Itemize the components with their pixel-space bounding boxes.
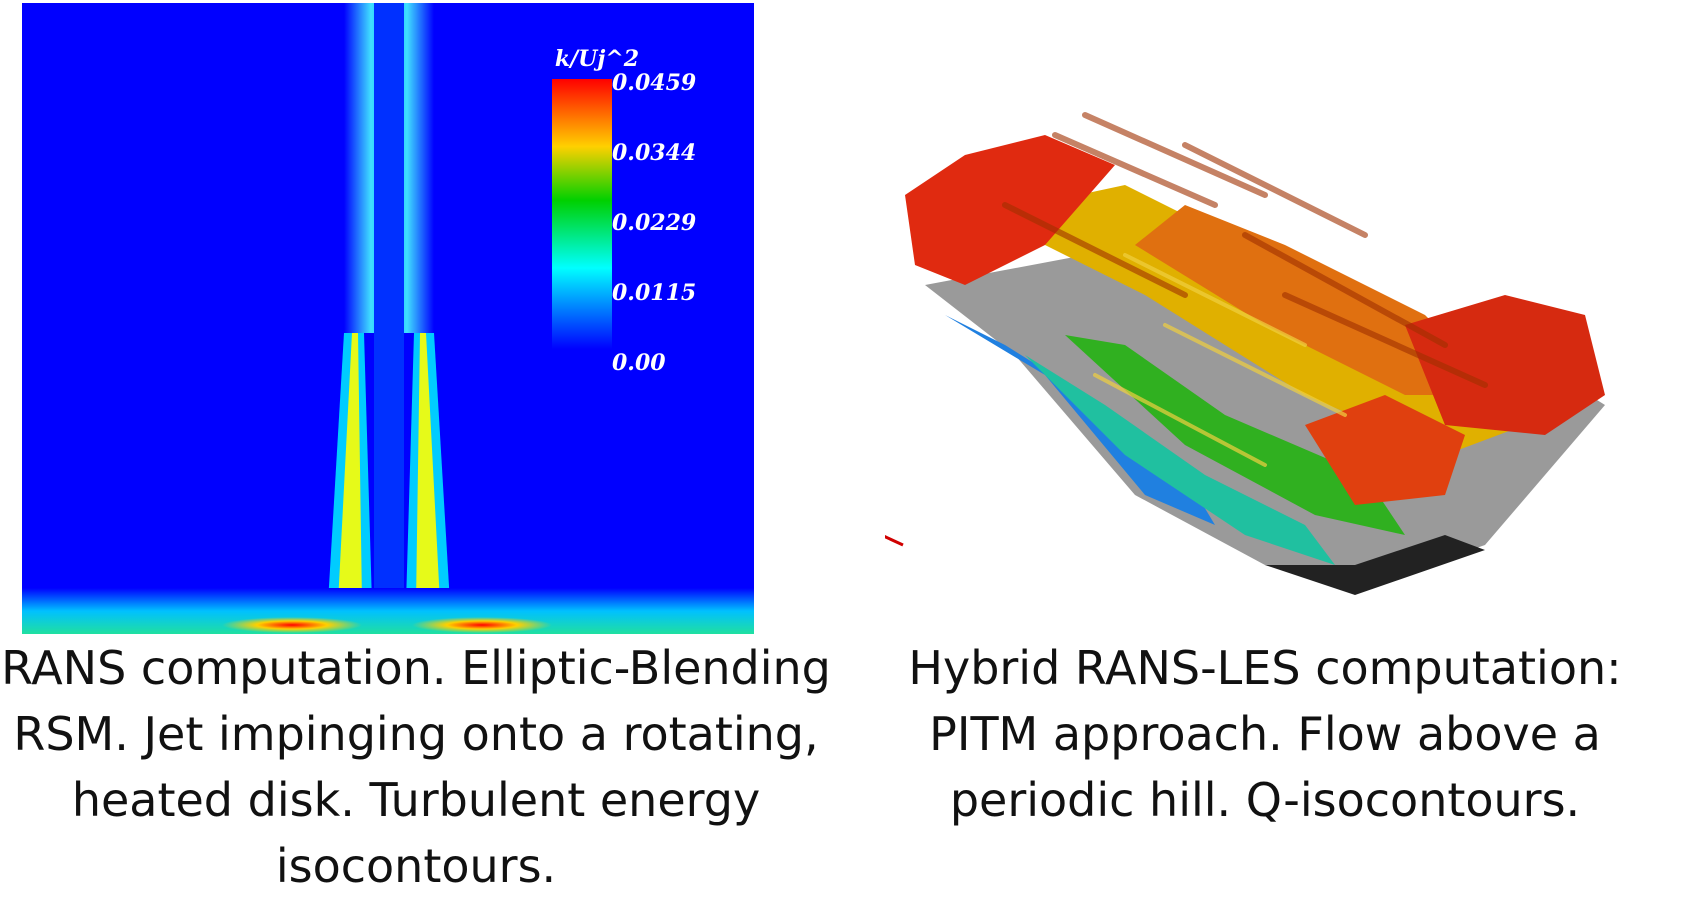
contour-plot-svg: k/Uj^2 0.0459 0.0344 0.0229 0.0115 0.00 (22, 3, 754, 634)
colorbar-tick-4: 0.00 (612, 350, 666, 376)
hill-surface (925, 255, 1605, 590)
colorbar-gradient (552, 79, 612, 349)
colorbar-tick-2: 0.0229 (612, 210, 696, 236)
wall-boundary-layer (22, 588, 754, 634)
axes-triad (850, 495, 904, 547)
colorbar-tick-1: 0.0344 (612, 140, 696, 166)
axis-z-line (876, 531, 904, 547)
right-figure-caption: Hybrid RANS-LES computation: PITM approa… (908, 641, 1622, 827)
iso-low-region (945, 315, 1215, 525)
left-figure-caption: RANS computation. Elliptic-Blending RSM.… (1, 641, 831, 893)
colorbar-title: k/Uj^2 (555, 46, 639, 72)
q-isocontour-render (850, 95, 1671, 615)
colorbar-tick-0: 0.0459 (612, 70, 696, 96)
turbulent-energy-contour-plot: k/Uj^2 0.0459 0.0344 0.0229 0.0115 0.00 (22, 3, 754, 634)
isocontour-svg (850, 112, 1605, 595)
colorbar-tick-3: 0.0115 (612, 280, 696, 306)
iso-mid-region (1065, 335, 1405, 535)
colorbar: k/Uj^2 0.0459 0.0344 0.0229 0.0115 0.00 (552, 46, 696, 376)
iso-high-region-right (1405, 295, 1605, 435)
